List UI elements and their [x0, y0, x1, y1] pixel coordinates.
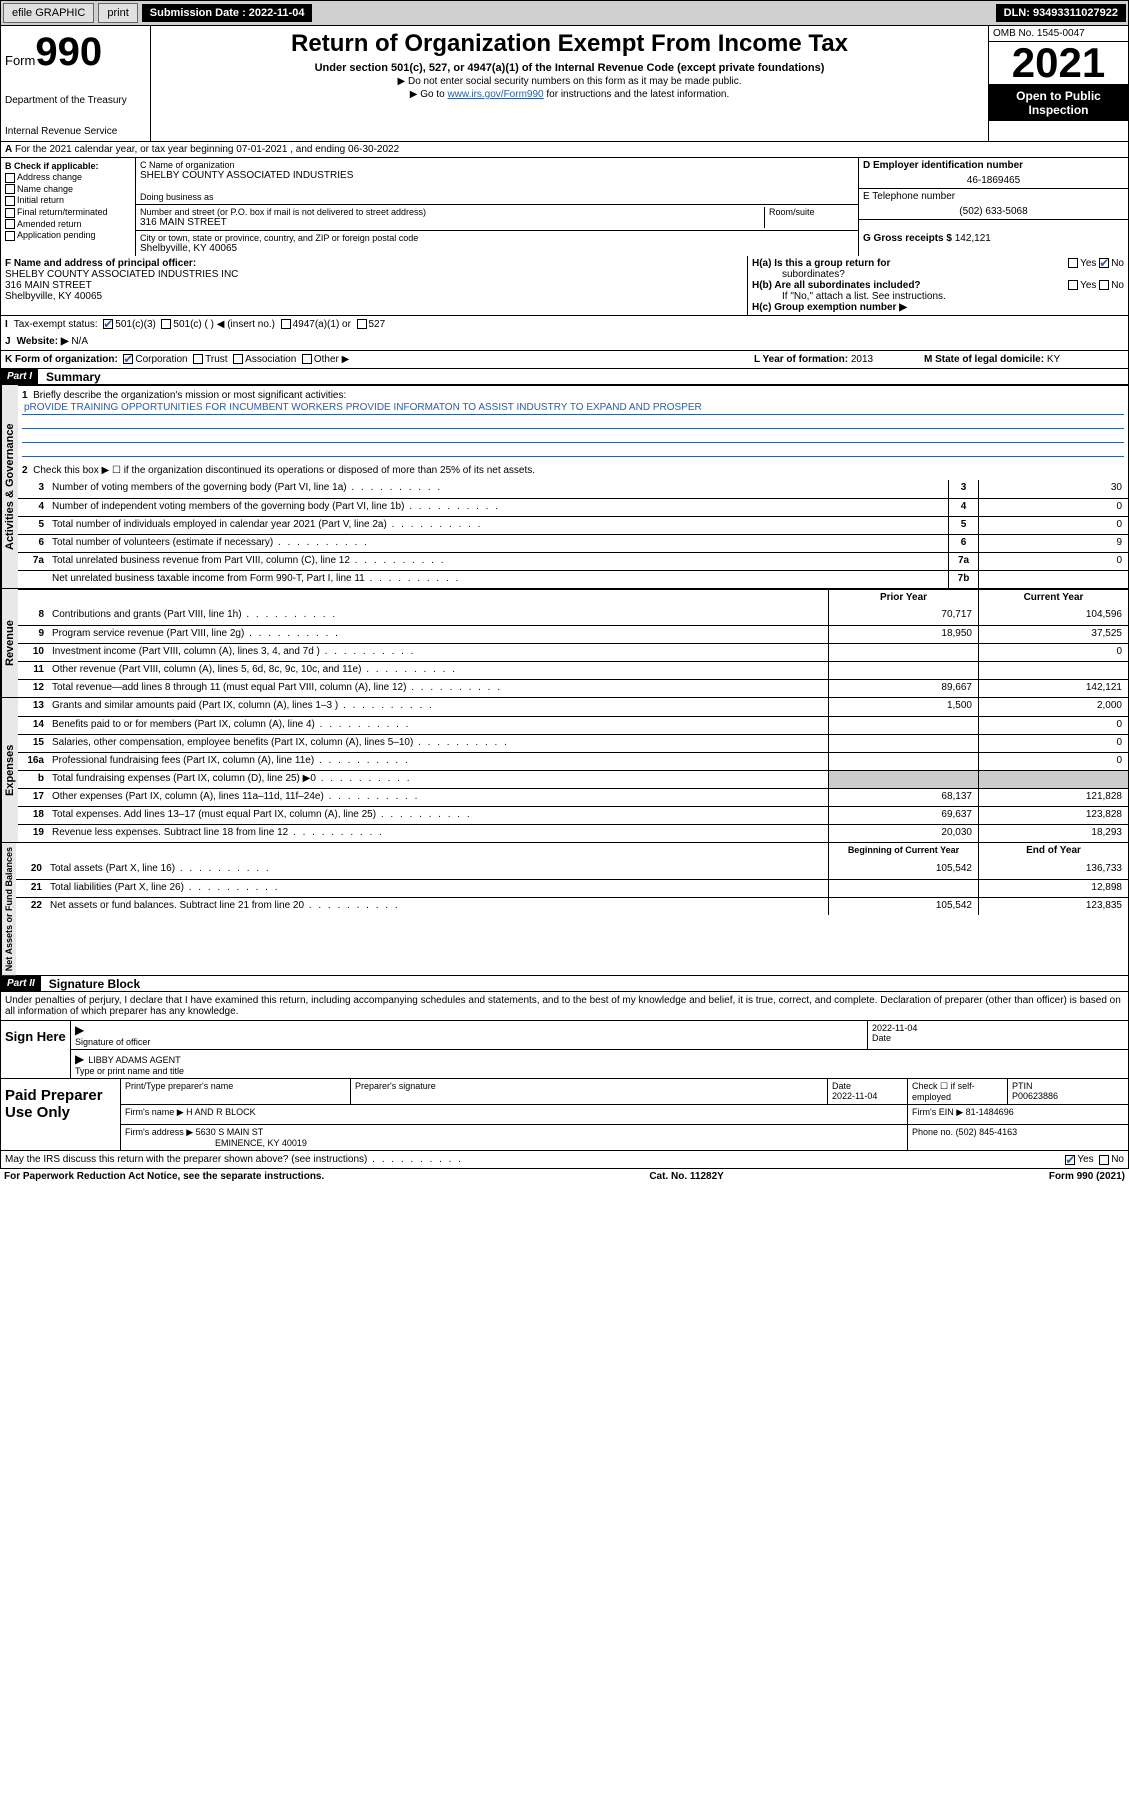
org-name: SHELBY COUNTY ASSOCIATED INDUSTRIES — [140, 170, 854, 181]
dba-label: Doing business as — [140, 192, 854, 202]
tel: (502) 633-5068 — [863, 206, 1124, 217]
row-j: J Website: ▶ N/A — [0, 333, 1129, 351]
form-title: Return of Organization Exempt From Incom… — [155, 30, 984, 58]
part2-header: Part II Signature Block — [0, 976, 1129, 992]
signature-section: Under penalties of perjury, I declare th… — [0, 992, 1129, 1169]
line-22: 22Net assets or fund balances. Subtract … — [16, 897, 1128, 915]
gov-label: Activities & Governance — [1, 385, 18, 588]
line-18: 18Total expenses. Add lines 13–17 (must … — [18, 806, 1128, 824]
gross: 142,121 — [955, 233, 991, 244]
line-19: 19Revenue less expenses. Subtract line 1… — [18, 824, 1128, 842]
line-13: 13Grants and similar amounts paid (Part … — [18, 698, 1128, 716]
line-12: 12Total revenue—add lines 8 through 11 (… — [18, 679, 1128, 697]
section-bcd: B Check if applicable: Address change Na… — [0, 158, 1129, 256]
revenue-section: Revenue Prior Year Current Year 8Contrib… — [0, 589, 1129, 698]
open-public: Open to Public Inspection — [989, 85, 1128, 121]
row-a: A For the 2021 calendar year, or tax yea… — [0, 142, 1129, 158]
dept-irs: Internal Revenue Service — [5, 126, 146, 137]
part1-header: Part I Summary — [0, 369, 1129, 385]
gross-label: G Gross receipts $ — [863, 233, 952, 244]
ein: 46-1869465 — [863, 175, 1124, 186]
line-21: 21Total liabilities (Part X, line 26) 12… — [16, 879, 1128, 897]
room-label: Room/suite — [769, 207, 854, 217]
form-subtitle: Under section 501(c), 527, or 4947(a)(1)… — [155, 62, 984, 74]
line-14: 14Benefits paid to or for members (Part … — [18, 716, 1128, 734]
addr: 316 MAIN STREET — [140, 217, 764, 228]
city-label: City or town, state or province, country… — [140, 233, 854, 243]
dept-treasury: Department of the Treasury — [5, 95, 146, 106]
expenses-section: Expenses 13Grants and similar amounts pa… — [0, 698, 1129, 843]
line-10: 10Investment income (Part VIII, column (… — [18, 643, 1128, 661]
line-3: 3Number of voting members of the governi… — [18, 480, 1128, 498]
line-9: 9Program service revenue (Part VIII, lin… — [18, 625, 1128, 643]
netassets-section: Net Assets or Fund Balances Beginning of… — [0, 843, 1129, 976]
sign-here-label: Sign Here — [1, 1021, 71, 1078]
paperwork-notice: For Paperwork Reduction Act Notice, see … — [4, 1171, 324, 1182]
mission-text: pROVIDE TRAINING OPPORTUNITIES FOR INCUM… — [22, 401, 1124, 415]
line-17: 17Other expenses (Part IX, column (A), l… — [18, 788, 1128, 806]
col-right: D Employer identification number 46-1869… — [858, 158, 1128, 256]
line-4: 4Number of independent voting members of… — [18, 498, 1128, 516]
tax-year: 2021 — [989, 42, 1128, 85]
org-name-label: C Name of organization — [140, 160, 854, 170]
row-fh: F Name and address of principal officer:… — [0, 256, 1129, 316]
form-ref: Form 990 (2021) — [1049, 1171, 1125, 1182]
print-button[interactable]: print — [98, 3, 137, 23]
row-k: K Form of organization: Corporation Trus… — [0, 351, 1129, 369]
net-label: Net Assets or Fund Balances — [1, 843, 16, 975]
line-7a: 7aTotal unrelated business revenue from … — [18, 552, 1128, 570]
form-header: Form990 Department of the Treasury Inter… — [0, 26, 1129, 142]
form-note-1: ▶ Do not enter social security numbers o… — [155, 76, 984, 87]
city: Shelbyville, KY 40065 — [140, 243, 854, 254]
ein-label: D Employer identification number — [863, 160, 1124, 171]
irs-link[interactable]: www.irs.gov/Form990 — [447, 89, 543, 100]
efile-button[interactable]: efile GRAPHIC — [3, 3, 94, 23]
principal-officer: F Name and address of principal officer:… — [1, 256, 748, 315]
line-15: 15Salaries, other compensation, employee… — [18, 734, 1128, 752]
form-number: Form990 — [5, 30, 146, 75]
rev-label: Revenue — [1, 589, 18, 697]
line-8: 8Contributions and grants (Part VIII, li… — [18, 607, 1128, 625]
submission-date: Submission Date : 2022-11-04 — [142, 4, 313, 22]
declaration: Under penalties of perjury, I declare th… — [1, 992, 1128, 1020]
line-5: 5Total number of individuals employed in… — [18, 516, 1128, 534]
addr-label: Number and street (or P.O. box if mail i… — [140, 207, 764, 217]
group-return: H(a) Is this a group return for Yes No s… — [748, 256, 1128, 315]
col-b: B Check if applicable: Address change Na… — [1, 158, 136, 256]
line-6: 6Total number of volunteers (estimate if… — [18, 534, 1128, 552]
row-i: I Tax-exempt status: 501(c)(3) 501(c) ( … — [0, 316, 1129, 333]
dln: DLN: 93493311027922 — [996, 4, 1126, 22]
line-b: bTotal fundraising expenses (Part IX, co… — [18, 770, 1128, 788]
line-7b: Net unrelated business taxable income fr… — [18, 570, 1128, 588]
form-note-2: ▶ Go to www.irs.gov/Form990 for instruct… — [155, 89, 984, 100]
line-16a: 16aProfessional fundraising fees (Part I… — [18, 752, 1128, 770]
footer: For Paperwork Reduction Act Notice, see … — [0, 1169, 1129, 1184]
paid-preparer-label: Paid Preparer Use Only — [1, 1079, 121, 1150]
toolbar: efile GRAPHIC print Submission Date : 20… — [0, 0, 1129, 26]
line-20: 20Total assets (Part X, line 16) 105,542… — [16, 861, 1128, 879]
cat-number: Cat. No. 11282Y — [649, 1171, 723, 1182]
exp-label: Expenses — [1, 698, 18, 842]
col-c: C Name of organization SHELBY COUNTY ASS… — [136, 158, 858, 256]
governance-section: Activities & Governance 1 Briefly descri… — [0, 385, 1129, 589]
tel-label: E Telephone number — [863, 191, 1124, 202]
line-11: 11Other revenue (Part VIII, column (A), … — [18, 661, 1128, 679]
